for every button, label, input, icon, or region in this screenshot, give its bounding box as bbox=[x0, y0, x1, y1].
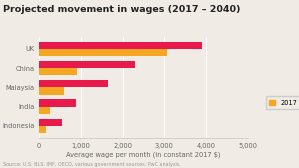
Text: Projected movement in wages (2017 – 2040): Projected movement in wages (2017 – 2040… bbox=[3, 5, 240, 14]
Text: Source: U.S. BLS, IMF, OECD, various government sources. PwC analysis.: Source: U.S. BLS, IMF, OECD, various gov… bbox=[3, 162, 181, 167]
Legend: 2017, 2040: 2017, 2040 bbox=[266, 96, 299, 109]
Bar bbox=[39, 68, 77, 75]
Bar bbox=[39, 61, 135, 68]
Bar bbox=[39, 49, 167, 56]
Bar bbox=[39, 119, 62, 126]
Bar bbox=[39, 41, 202, 49]
X-axis label: Average wage per month (in constant 2017 $): Average wage per month (in constant 2017… bbox=[66, 151, 221, 158]
Bar bbox=[39, 107, 50, 114]
Bar bbox=[39, 126, 45, 133]
Bar bbox=[39, 87, 64, 95]
Bar bbox=[39, 80, 108, 87]
Bar bbox=[39, 99, 76, 107]
